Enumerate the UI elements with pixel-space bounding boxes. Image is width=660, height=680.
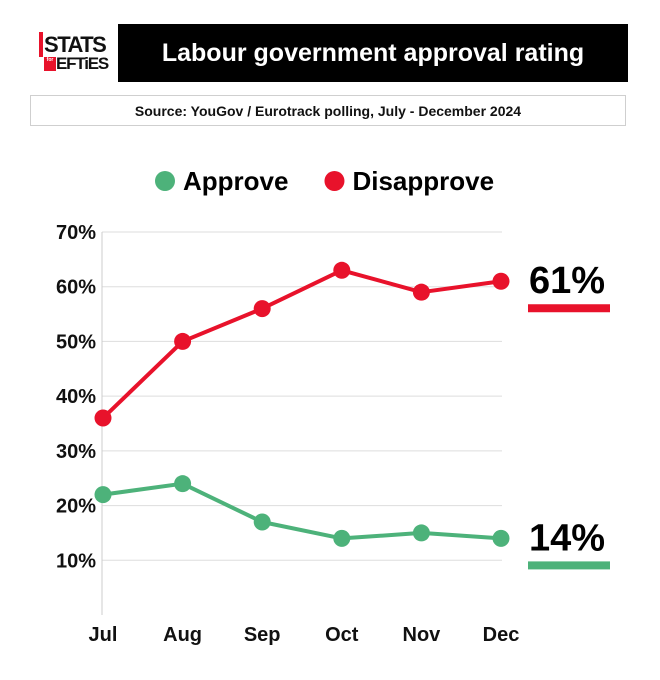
disapprove-point [412, 283, 430, 301]
y-tick-label: 30% [56, 441, 96, 463]
disapprove-point [94, 409, 112, 427]
gridlines [102, 231, 502, 561]
y-tick-label: 60% [56, 277, 96, 299]
legend-label-disapprove: Disapprove [352, 166, 494, 196]
legend: Approve Disapprove [155, 166, 494, 196]
disapprove-point [174, 332, 192, 350]
x-tick-label: Aug [163, 624, 202, 646]
disapprove-point [253, 300, 271, 318]
approve-point [94, 486, 112, 504]
disapprove-end-label-bar [528, 304, 610, 313]
approve-point [253, 513, 271, 531]
legend-label-approve: Approve [183, 166, 288, 196]
x-tick-label: Jul [89, 624, 118, 646]
approve-point [174, 475, 192, 493]
disapprove-point [333, 261, 351, 279]
y-tick-label: 20% [56, 496, 96, 518]
logo-letter-s: S [39, 32, 59, 57]
legend-marker-disapprove [324, 171, 345, 191]
stats-for-lefties-logo: STATS for EFTiES [39, 32, 109, 74]
y-tick-label: 70% [56, 222, 96, 244]
source-note: Source: YouGov / Eurotrack polling, July… [30, 95, 626, 126]
y-tick-label: 40% [56, 386, 96, 408]
approve-end-label: 14% [529, 517, 605, 559]
y-tick-label: 10% [56, 550, 96, 572]
x-tick-label: Oct [325, 624, 359, 646]
approve-point [333, 529, 351, 547]
logo-stats-text: TATS [57, 32, 107, 57]
legend-marker-approve [155, 171, 175, 191]
end-labels: 14% 61% [528, 260, 610, 570]
approve-end-label-bar [528, 561, 610, 570]
chart-title: Labour government approval rating [118, 24, 628, 82]
approve-point [412, 524, 430, 542]
x-tick-label: Dec [483, 624, 520, 646]
axes: 10% 20% 30% 40% 50% 60% 70% Jul Aug Sep Oct Nov Dec [56, 222, 519, 646]
disapprove-point [492, 272, 510, 290]
y-tick-label: 50% [56, 331, 96, 353]
x-tick-label: Sep [244, 624, 281, 646]
approve-series-line [101, 481, 503, 541]
logo-lefties-text: EFTiES [56, 54, 109, 73]
x-tick-label: Nov [403, 624, 442, 646]
disapprove-end-label: 61% [529, 260, 605, 302]
logo-for-tag: for [44, 57, 56, 71]
approve-point [492, 529, 510, 547]
series-group [94, 261, 510, 547]
disapprove-series-line [101, 268, 503, 421]
